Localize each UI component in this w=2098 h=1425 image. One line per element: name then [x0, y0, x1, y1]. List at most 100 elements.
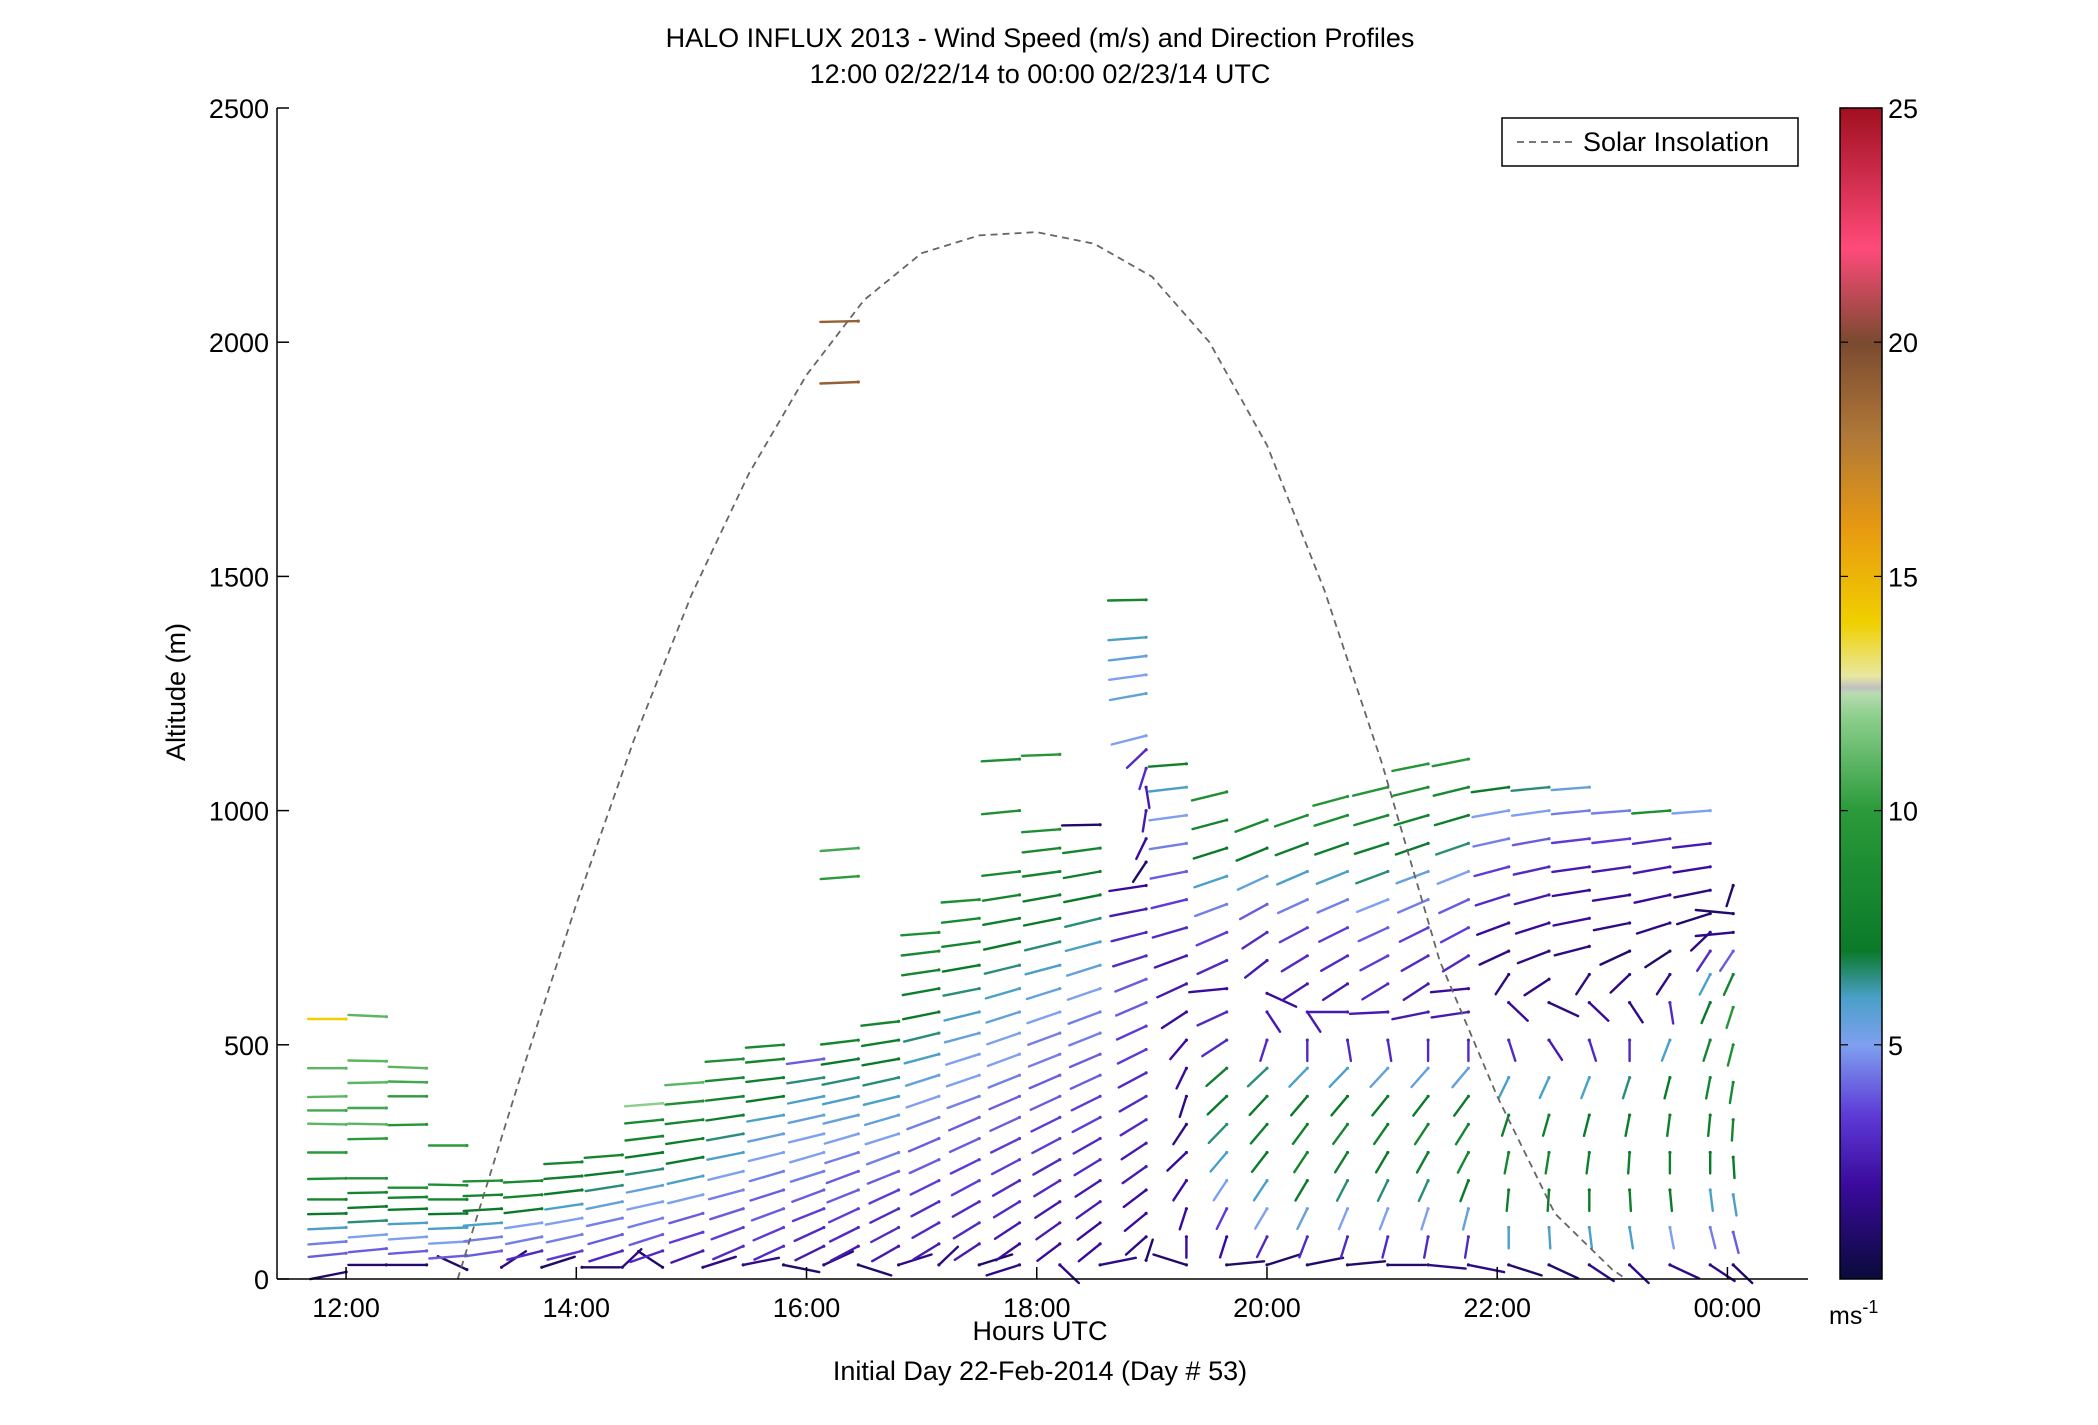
wind-barb-origin	[1628, 1225, 1632, 1230]
wind-barb	[990, 1137, 1021, 1154]
wind-barb-origin	[822, 1207, 826, 1211]
wind-barb-origin	[1225, 1122, 1229, 1126]
wind-barb	[1459, 1179, 1470, 1203]
wind-barb	[1644, 949, 1672, 969]
wind-barb-origin	[1305, 1179, 1309, 1183]
wind-barb	[1022, 917, 1062, 927]
wind-barb-origin	[1184, 1179, 1188, 1183]
wind-barb	[1550, 786, 1591, 792]
wind-barb	[387, 1195, 428, 1200]
colorbar-tick-label: 25	[1888, 94, 1918, 124]
wind-barb-origin	[741, 1263, 745, 1267]
wind-barb-origin	[1587, 1001, 1591, 1005]
wind-barb	[1478, 949, 1510, 966]
wind-barb	[819, 380, 860, 385]
wind-barb	[1396, 898, 1430, 914]
wind-barb	[712, 1244, 745, 1261]
wind-barb	[1063, 893, 1102, 904]
wind-barb	[1124, 1235, 1148, 1256]
wind-barb	[1318, 926, 1349, 943]
wind-barb-origin	[580, 1232, 584, 1237]
wind-barb-origin	[1345, 794, 1350, 799]
wind-barb-origin	[425, 1221, 429, 1225]
wind-barb	[1706, 1113, 1712, 1138]
wind-barb	[427, 1183, 469, 1187]
wind-barb	[427, 1226, 469, 1231]
wind-barb-origin	[425, 1186, 429, 1190]
wind-barb	[1551, 865, 1591, 874]
wind-barb-origin	[1017, 987, 1022, 991]
wind-barb-origin	[1017, 1179, 1022, 1183]
wind-barb	[821, 1076, 860, 1086]
wind-barb	[819, 1038, 860, 1046]
wind-barb	[1020, 753, 1062, 757]
wind-barb-origin	[1265, 1207, 1269, 1211]
wind-barb-origin	[499, 1193, 504, 1197]
wind-barb-origin	[781, 1113, 786, 1117]
wind-barb	[749, 1188, 785, 1202]
wind-barb-origin	[1184, 1235, 1188, 1239]
wind-barb	[950, 1179, 981, 1197]
wind-barb-origin	[1386, 926, 1390, 930]
wind-barb-origin	[1144, 837, 1148, 841]
wind-barb	[952, 1221, 981, 1240]
wind-barb-origin	[1098, 1052, 1102, 1056]
wind-barb	[866, 1170, 900, 1185]
wind-barb-origin	[1426, 1235, 1430, 1239]
wind-barb-origin	[701, 1099, 705, 1103]
wind-barb	[1494, 973, 1510, 996]
wind-barb-origin	[1628, 1188, 1632, 1192]
wind-barb	[1386, 1038, 1393, 1063]
wind-barb	[347, 1233, 388, 1239]
wind-barb-origin	[1305, 1122, 1309, 1126]
wind-barb	[1628, 1263, 1650, 1285]
wind-barb	[624, 1151, 664, 1159]
wind-barb	[1541, 1113, 1551, 1137]
wind-barb-origin	[1305, 1263, 1309, 1267]
wind-barb-origin	[1265, 958, 1269, 963]
wind-barb-origin	[425, 1080, 429, 1084]
wind-barb-origin	[1466, 1066, 1470, 1070]
wind-barb-origin	[1058, 1263, 1062, 1267]
wind-barb-origin	[1507, 921, 1511, 925]
wind-barb	[1430, 1010, 1470, 1019]
colorbar-tick-label: 5	[1888, 1031, 1903, 1061]
wind-barb	[1353, 814, 1390, 827]
wind-barb-origin	[741, 1188, 745, 1192]
wind-barb-origin	[937, 1179, 941, 1183]
wind-barb-origin	[781, 1225, 786, 1230]
wind-barb-origin	[856, 874, 860, 878]
wind-barb-origin	[620, 1265, 624, 1269]
wind-barb-origin	[781, 1150, 786, 1155]
wind-barb-origin	[1345, 813, 1350, 817]
wind-barb-origin	[1098, 1242, 1102, 1246]
wind-barb	[1314, 842, 1349, 856]
y-tick-label: 0	[254, 1265, 269, 1295]
wind-barb-origin	[781, 1094, 786, 1098]
wind-barb-origin	[1184, 1150, 1188, 1155]
wind-barb	[937, 1245, 960, 1267]
wind-barb-origin	[1345, 1010, 1350, 1014]
wind-barb	[1064, 940, 1102, 953]
wind-barb	[1178, 1095, 1188, 1119]
wind-barb	[1023, 940, 1062, 952]
wind-barb	[1633, 893, 1672, 904]
wind-barb-origin	[1265, 1066, 1269, 1070]
wind-barb-origin	[741, 1057, 745, 1061]
wind-barb-origin	[1466, 1094, 1470, 1098]
wind-barb-origin	[781, 1076, 786, 1080]
wind-barb-origin	[1345, 1094, 1350, 1098]
wind-barb-origin	[1587, 1150, 1591, 1155]
wind-barb	[1668, 1001, 1675, 1025]
wind-barb-origin	[856, 380, 860, 384]
chart-title: HALO INFLUX 2013 - Wind Speed (m/s) and …	[666, 23, 1415, 53]
wind-barb	[860, 1038, 900, 1048]
wind-barb-origin	[1668, 1225, 1672, 1230]
wind-barb-origin	[344, 1251, 348, 1255]
wind-barb-origin	[1668, 1150, 1672, 1155]
wind-barb	[1332, 1123, 1349, 1146]
wind-barb-origin	[580, 1202, 584, 1206]
wind-barb	[1029, 1095, 1062, 1112]
wind-barb	[584, 1184, 624, 1193]
wind-barb-origin	[1708, 912, 1712, 916]
